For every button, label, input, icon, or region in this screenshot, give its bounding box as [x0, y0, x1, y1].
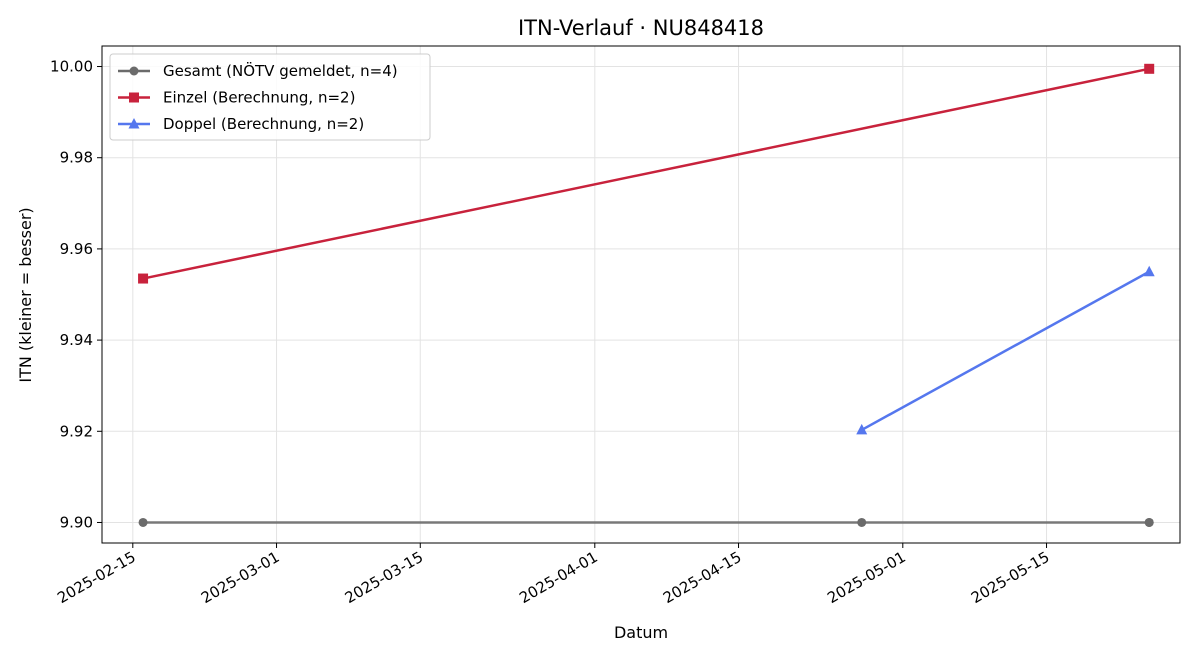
data-point [857, 517, 867, 527]
y-axis: 9.90 9.92 9.94 9.96 9.98 10.00 [50, 58, 102, 531]
legend-label: Doppel (Berechnung, n=2) [163, 115, 364, 133]
plot-frame [101, 45, 1181, 544]
x-tick-label: 2025-04-01 [516, 548, 601, 607]
legend-item: Einzel (Berechnung, n=2) [118, 89, 355, 107]
legend-marker [128, 118, 140, 129]
chart-title: ITN-Verlauf · NU848418 [518, 16, 764, 40]
series-line [861, 270, 1150, 432]
x-axis: 2025-02-15 2025-03-01 2025-03-15 2025-04-01… [54, 543, 1053, 607]
x-tick-label: 2025-03-15 [342, 548, 427, 607]
y-tick-label: 10.00 [50, 58, 93, 76]
y-tick-label: 9.92 [60, 422, 93, 440]
x-tick-label: 2025-02-15 [54, 548, 139, 607]
series-layer [138, 63, 1155, 527]
y-tick-label: 9.90 [60, 513, 93, 531]
legend-box [109, 53, 431, 141]
x-tick-label: 2025-03-01 [198, 548, 283, 607]
data-point [138, 517, 148, 527]
legend: Gesamt (NÖTV gemeldet, n=4) Einzel (Berec… [109, 53, 431, 141]
x-axis-title: Datum [614, 623, 668, 642]
legend-item: Gesamt (NÖTV gemeldet, n=4) [118, 61, 398, 80]
y-axis-title: ITN (kleiner = besser) [16, 207, 35, 382]
x-tick-label: 2025-05-15 [968, 548, 1053, 607]
data-point [138, 273, 149, 284]
legend-label: Einzel (Berechnung, n=2) [163, 89, 355, 107]
data-point [1144, 517, 1154, 527]
series-3 [856, 265, 1155, 435]
series-2 [138, 63, 1155, 284]
data-point [1143, 265, 1155, 277]
series-line [142, 67, 1150, 280]
y-tick-label: 9.98 [60, 149, 93, 167]
legend-item: Doppel (Berechnung, n=2) [118, 115, 364, 133]
legend-label: Gesamt (NÖTV gemeldet, n=4) [163, 61, 398, 80]
y-tick-label: 9.94 [60, 331, 93, 349]
data-point [1144, 63, 1155, 74]
y-tick-label: 9.96 [60, 240, 93, 258]
series-1 [138, 517, 1154, 527]
x-tick-label: 2025-04-15 [660, 548, 745, 607]
legend-marker [129, 92, 139, 103]
x-tick-label: 2025-05-01 [824, 548, 909, 607]
data-point [856, 423, 868, 435]
legend-marker [129, 66, 139, 76]
